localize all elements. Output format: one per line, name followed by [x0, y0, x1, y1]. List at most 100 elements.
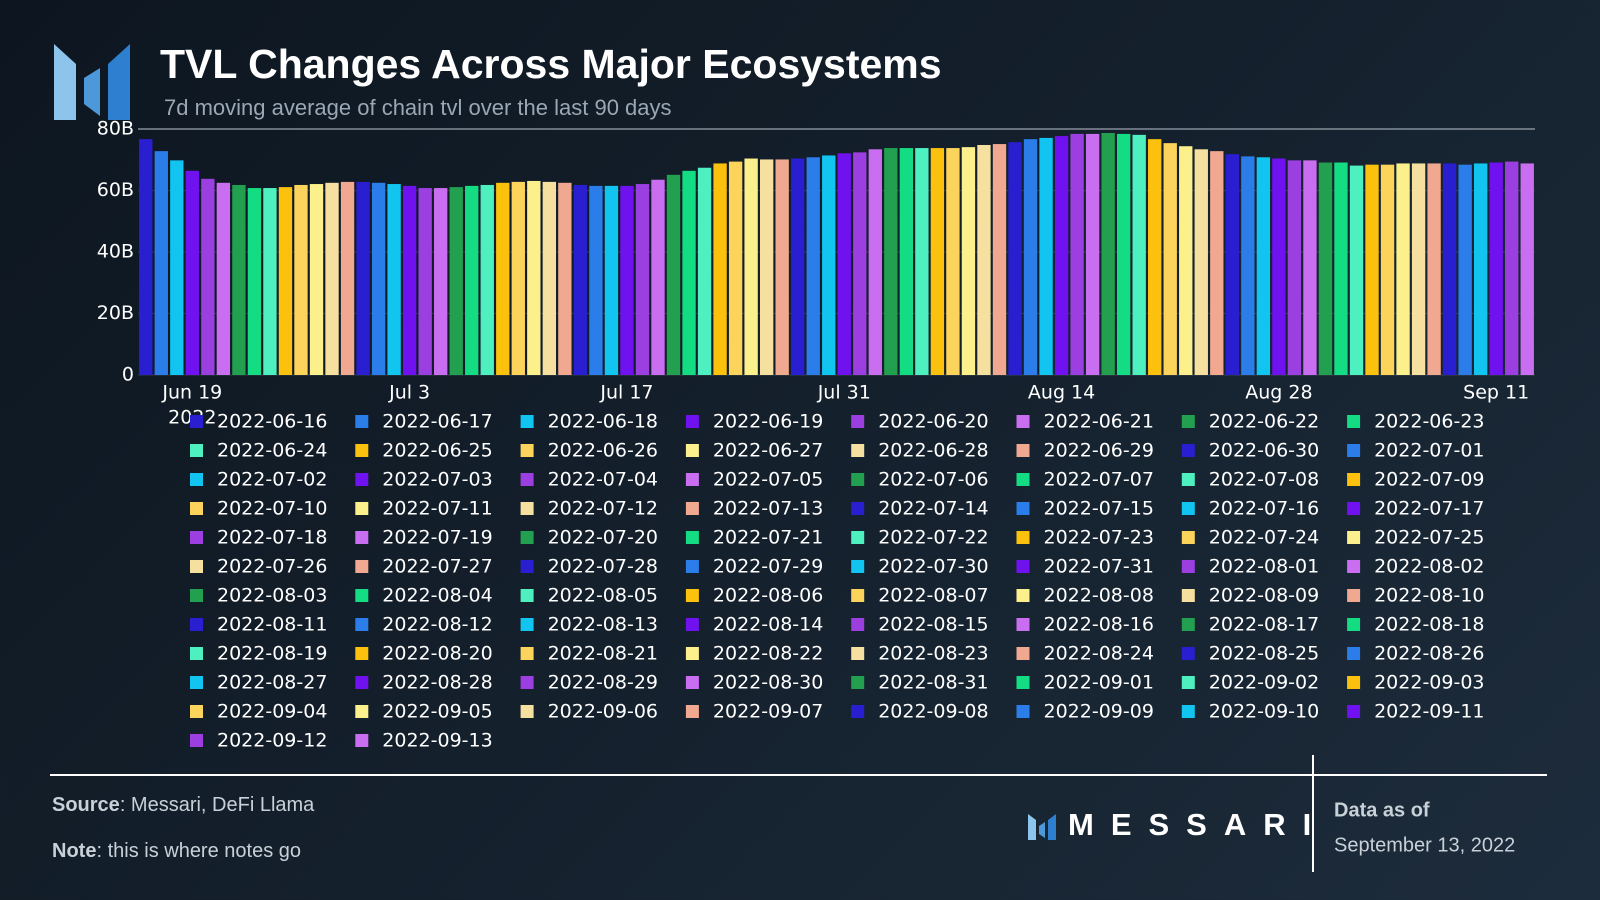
bar	[1256, 157, 1271, 375]
bar	[325, 182, 339, 375]
legend-label: 2022-09-12	[217, 730, 327, 752]
legend-label: 2022-07-23	[1044, 527, 1154, 549]
bar	[201, 178, 215, 375]
legend-label: 2022-07-05	[713, 469, 823, 491]
legend-label: 2022-08-25	[1209, 643, 1319, 665]
legend-label: 2022-06-30	[1209, 440, 1319, 462]
legend-swatch	[1016, 560, 1030, 573]
legend-swatch	[685, 444, 699, 457]
bar	[1334, 162, 1348, 375]
legend-swatch	[851, 647, 865, 660]
bar	[977, 144, 991, 375]
legend-label: 2022-08-28	[382, 672, 492, 694]
as-of-date: September 13, 2022	[1334, 834, 1515, 856]
legend-swatch	[1016, 618, 1030, 631]
legend-swatch	[1347, 676, 1361, 689]
legend-label: 2022-07-04	[548, 469, 658, 491]
legend-label: 2022-09-05	[382, 701, 492, 723]
bar	[465, 185, 479, 375]
legend-swatch	[851, 705, 865, 718]
source: Source: Messari, DeFi Llama	[52, 794, 315, 816]
note: Note: this is where notes go	[52, 840, 301, 862]
legend-label: 2022-08-12	[382, 614, 492, 636]
legend-swatch	[190, 473, 203, 486]
legend-swatch	[355, 444, 369, 457]
x-tick-label: Jul 17	[599, 382, 653, 404]
legend-label: 2022-08-03	[217, 585, 327, 607]
bar	[1241, 156, 1255, 375]
legend-label: 2022-06-24	[217, 440, 327, 462]
legend-label: 2022-08-18	[1374, 614, 1484, 636]
legend-swatch	[190, 647, 203, 660]
bar	[402, 185, 417, 375]
legend-label: 2022-06-26	[548, 440, 658, 462]
legend-swatch	[1016, 473, 1030, 486]
bar	[946, 148, 960, 375]
bar	[992, 144, 1007, 375]
y-tick-label: 60B	[97, 179, 134, 201]
bar	[1023, 139, 1038, 375]
legend-swatch	[190, 589, 203, 602]
bar	[1085, 133, 1100, 375]
legend-label: 2022-08-02	[1374, 556, 1484, 578]
legend-label: 2022-06-19	[713, 411, 823, 433]
legend-swatch	[520, 705, 534, 718]
bar	[791, 158, 805, 375]
legend-swatch	[355, 502, 369, 515]
legend-swatch	[190, 560, 203, 573]
legend-label: 2022-08-17	[1209, 614, 1319, 636]
bar	[263, 188, 277, 375]
legend-swatch	[685, 676, 699, 689]
legend-label: 2022-08-22	[713, 643, 823, 665]
bar	[697, 167, 712, 375]
bar	[1287, 160, 1302, 375]
legend-swatch	[1347, 444, 1361, 457]
legend-label: 2022-07-20	[548, 527, 658, 549]
legend-label: 2022-07-13	[713, 498, 823, 520]
bar	[1365, 164, 1379, 375]
legend-swatch	[1181, 473, 1195, 486]
legend-swatch	[520, 444, 534, 457]
legend-label: 2022-07-07	[1044, 469, 1154, 491]
legend-swatch	[190, 734, 203, 747]
legend-swatch	[355, 676, 369, 689]
legend-label: 2022-09-01	[1044, 672, 1154, 694]
bar	[620, 185, 634, 375]
legend-swatch	[1016, 589, 1030, 602]
legend-label: 2022-07-29	[713, 556, 823, 578]
bar	[1303, 160, 1317, 375]
bar	[309, 184, 324, 375]
legend-label: 2022-09-03	[1374, 672, 1484, 694]
legend-label: 2022-07-16	[1209, 498, 1319, 520]
legend-label: 2022-08-07	[878, 585, 988, 607]
legend-label: 2022-07-26	[217, 556, 327, 578]
legend-swatch	[1347, 473, 1361, 486]
legend-swatch	[1181, 705, 1195, 718]
bar	[666, 174, 681, 375]
legend-label: 2022-09-07	[713, 701, 823, 723]
legend-swatch	[1181, 589, 1195, 602]
legend-label: 2022-09-06	[548, 701, 658, 723]
legend-label: 2022-06-20	[878, 411, 988, 433]
bar	[371, 182, 386, 375]
bar	[589, 185, 603, 375]
legend-label: 2022-07-14	[878, 498, 988, 520]
legend-label: 2022-08-27	[217, 672, 327, 694]
legend-label: 2022-09-13	[382, 730, 492, 752]
bar	[806, 157, 820, 375]
bar	[1411, 163, 1426, 375]
legend-swatch	[1016, 444, 1030, 457]
bar	[558, 182, 572, 375]
bar	[1148, 139, 1162, 375]
legend-swatch	[1016, 676, 1030, 689]
legend-label: 2022-07-09	[1374, 469, 1484, 491]
bar	[915, 148, 929, 375]
chart-subtitle: 7d moving average of chain tvl over the …	[164, 95, 672, 120]
legend-label: 2022-08-16	[1044, 614, 1154, 636]
legend-swatch	[355, 734, 369, 747]
legend-swatch	[355, 415, 369, 428]
legend-swatch	[520, 647, 534, 660]
legend-swatch	[190, 676, 203, 689]
bar	[884, 148, 898, 375]
bar	[713, 163, 727, 375]
